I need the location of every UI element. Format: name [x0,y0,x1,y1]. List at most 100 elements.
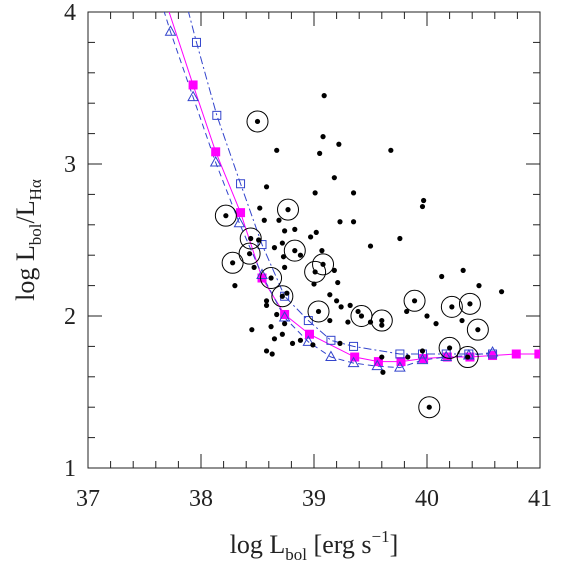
data-point [335,279,341,286]
model-marker [280,309,290,319]
data-point [397,235,403,242]
model-marker [211,147,221,157]
data-point [331,267,337,273]
plot-frame [87,11,541,469]
data-point [350,219,357,225]
data-point [336,141,342,147]
data-point [449,304,455,310]
data-point [388,147,394,153]
data-point [268,275,274,281]
data-point [347,302,353,308]
data-point [282,228,288,234]
model-marker [257,240,267,250]
model-marker [233,216,246,228]
data-point [358,313,365,319]
model-marker [304,329,314,339]
ylabel-part: Hα [26,179,45,200]
model-marker [236,208,246,218]
data-point [254,118,261,125]
model-marker [187,90,199,102]
data-point [380,369,386,375]
data-point [367,243,374,249]
data-point [263,184,270,190]
data-point [308,234,314,240]
model-marker [394,361,406,372]
data-point [289,340,296,346]
ylabel-part: bol [26,223,45,245]
y-tick-label: 1 [64,456,76,482]
data-point [274,311,280,318]
data-point-ring [370,309,393,332]
model-line [188,12,493,355]
model-marker [236,179,246,189]
data-point-ring [271,285,294,308]
data-point-ring [440,295,463,318]
data-point [312,190,318,196]
data-point [319,248,325,254]
points [214,93,505,419]
data-point [271,245,278,251]
data-point-ring [304,260,327,283]
data-point [274,147,280,153]
data-point-ring [246,110,269,133]
xlabel-part: [erg s [307,530,372,559]
y-tick-label: 2 [64,304,76,330]
data-point [279,293,285,299]
y-tick-label: 3 [64,152,76,178]
model-marker [326,335,336,345]
data-point [465,354,471,360]
data-point [312,269,318,275]
model-marker [442,352,452,362]
data-point [320,134,326,140]
data-point [256,237,262,243]
model-marker [416,353,429,365]
data-point [285,207,291,213]
model-marker [347,356,360,368]
data-point [315,308,322,315]
y-tick-label: 4 [64,0,76,26]
data-point [405,354,411,360]
data-point-ring [312,253,335,276]
x-tick-label: 41 [528,486,552,512]
data-point-ring [418,396,441,419]
model-marker [303,316,313,326]
x-tick-label: 38 [189,486,213,512]
data-point [345,319,351,325]
x-tick-label: 37 [76,486,100,512]
data-point [419,203,426,210]
data-point [379,317,385,324]
data-point-ring [307,300,330,323]
data-point [475,327,481,333]
data-point [268,324,274,330]
data-point-ring [283,239,306,262]
data-point [334,298,340,304]
data-point [263,298,270,304]
data-point [327,317,333,324]
data-point [282,264,288,270]
data-point [310,342,316,348]
data-point [460,267,466,273]
model-marker [395,349,405,359]
model-marker [302,335,315,346]
model-marker [349,341,359,351]
data-point [251,264,257,270]
data-point [321,93,327,99]
model-marker [350,352,360,362]
data-point [337,340,343,346]
data-point [246,251,253,257]
data-point [498,289,505,295]
data-point [317,150,323,156]
data-point [404,308,410,315]
data-point [263,348,270,354]
data-point [230,260,236,266]
model-line [163,12,493,369]
data-point [223,213,229,219]
data-point-ring [214,204,237,227]
data-point [411,298,418,304]
data-point-ring [260,267,283,289]
data-point-ring [466,318,489,341]
data-point [276,217,282,223]
model-marker [396,357,406,367]
data-point [257,205,263,211]
